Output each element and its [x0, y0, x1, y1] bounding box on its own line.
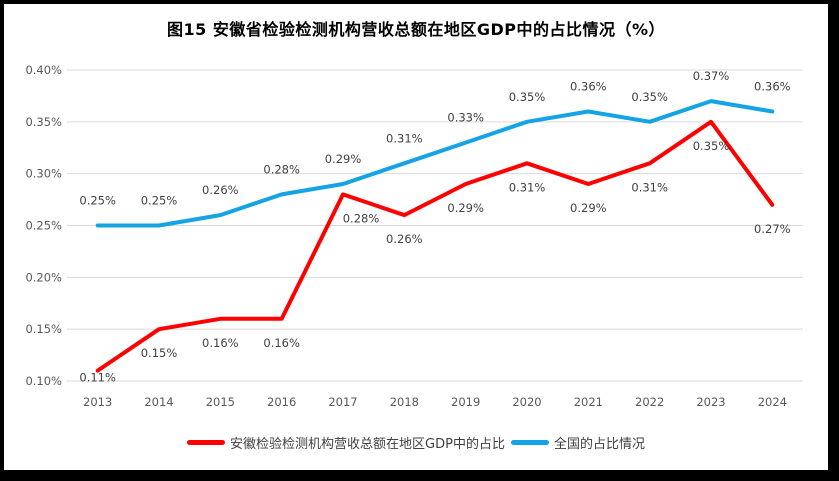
series-line — [95, 99, 775, 228]
data-label: 0.31% — [386, 131, 423, 145]
y-axis-tick-label: 0.30% — [25, 167, 62, 181]
data-label: 0.31% — [509, 180, 546, 194]
y-axis-tick-label: 0.15% — [25, 322, 62, 336]
data-label: 0.11% — [79, 371, 116, 385]
data-label: 0.29% — [447, 201, 484, 215]
data-label: 0.35% — [631, 90, 668, 104]
chart-title: 图15 安徽省检验检测机构营收总额在地区GDP中的占比情况（%） — [166, 20, 665, 39]
legend-label-national: 全国的占比情况 — [553, 436, 645, 452]
data-label: 0.25% — [141, 194, 178, 208]
x-axis-tick-label: 2016 — [267, 395, 296, 409]
y-axis-tick-label: 0.25% — [25, 219, 62, 233]
series-line — [95, 119, 775, 373]
x-axis-tick-label: 2023 — [696, 395, 725, 409]
y-axis-tick-label: 0.20% — [25, 270, 62, 284]
data-label: 0.16% — [263, 336, 300, 350]
x-axis-tick-label: 2015 — [206, 395, 235, 409]
y-axis-tick-label: 0.10% — [25, 374, 62, 388]
data-label: 0.37% — [693, 69, 730, 83]
data-label: 0.33% — [447, 111, 484, 125]
data-label: 0.29% — [570, 201, 607, 215]
data-label: 0.36% — [754, 79, 791, 93]
data-label: 0.25% — [79, 194, 116, 208]
chart-legend: 安徽检验检测机构营收总额在地区GDP中的占比 全国的占比情况 — [4, 430, 828, 454]
data-label: 0.28% — [263, 162, 300, 176]
data-label: 0.15% — [141, 346, 178, 360]
x-axis-tick-label: 2020 — [512, 395, 541, 409]
data-label: 0.35% — [509, 90, 546, 104]
data-label: 0.26% — [202, 183, 239, 197]
anhui-series-line-icon — [187, 439, 226, 445]
chart-canvas: 0.40% 0.35% 0.30% 0.25% 0.20% 0.15% 0.10% 2013 2… — [25, 63, 803, 409]
national-series-line-icon — [510, 439, 549, 445]
data-label: 0.31% — [631, 180, 668, 194]
x-axis-tick-label: 2019 — [451, 395, 480, 409]
y-axis-tick-label: 0.40% — [25, 63, 62, 77]
data-label: 0.35% — [693, 139, 730, 153]
data-label: 0.27% — [754, 222, 791, 236]
legend-item-national: 全国的占比情况 — [510, 433, 645, 452]
legend-label-anhui: 安徽检验检测机构营收总额在地区GDP中的占比 — [230, 436, 505, 452]
x-axis-tick-label: 2014 — [144, 395, 173, 409]
x-axis-tick-label: 2021 — [574, 395, 603, 409]
data-label: 0.26% — [386, 232, 423, 246]
data-label: 0.29% — [325, 152, 362, 166]
legend-item-anhui: 安徽检验检测机构营收总额在地区GDP中的占比 — [187, 433, 505, 452]
data-label: 0.28% — [343, 211, 380, 225]
x-axis-tick-label: 2022 — [635, 395, 664, 409]
data-label: 0.16% — [202, 336, 239, 350]
x-axis-tick-label: 2017 — [328, 395, 357, 409]
y-axis-tick-label: 0.35% — [25, 115, 62, 129]
x-axis-tick-label: 2024 — [758, 395, 787, 409]
x-axis-tick-label: 2018 — [390, 395, 419, 409]
x-axis-tick-label: 2013 — [83, 395, 112, 409]
data-label: 0.36% — [570, 79, 607, 93]
